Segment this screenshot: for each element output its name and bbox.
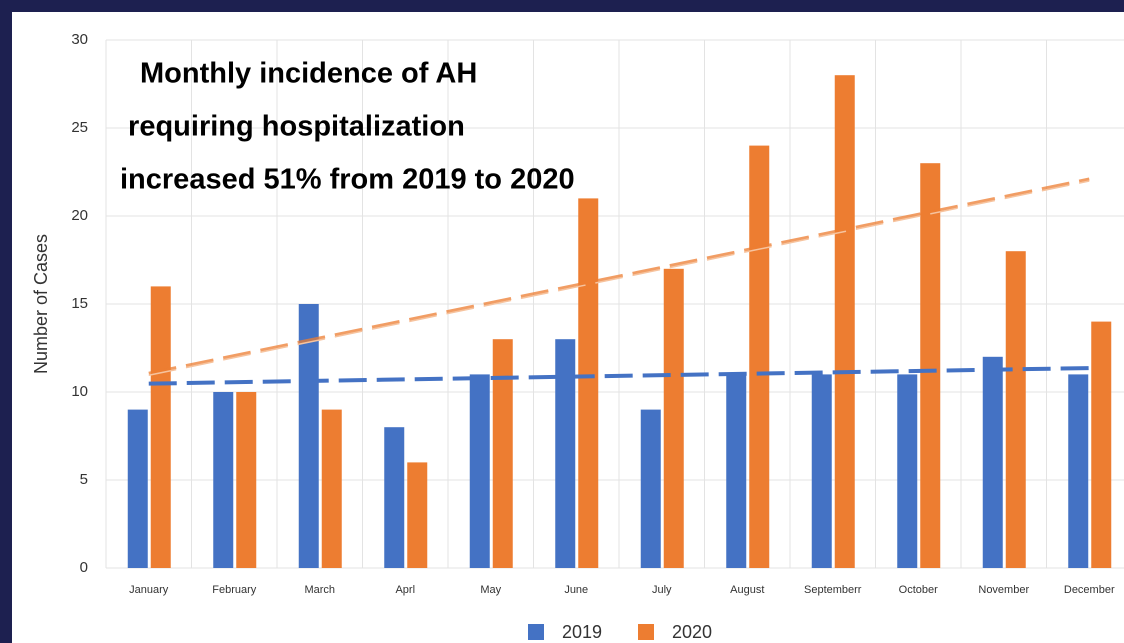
- bar: [555, 339, 576, 568]
- y-tick-label: 30: [71, 31, 88, 48]
- x-tick-label: March: [304, 584, 335, 596]
- y-tick-label: 5: [80, 471, 88, 488]
- bar: [920, 163, 941, 568]
- bar: [834, 75, 855, 568]
- bar: [749, 145, 770, 568]
- bar: [384, 427, 405, 568]
- x-tick-label: November: [978, 584, 1029, 596]
- y-tick-label: 15: [71, 295, 88, 312]
- bar: [298, 304, 319, 568]
- bar: [213, 392, 234, 568]
- chart-title: Monthly incidence of AH: [140, 58, 477, 90]
- x-tick-label: Aprl: [395, 584, 415, 596]
- bar: [321, 409, 342, 568]
- bar: [492, 339, 513, 568]
- y-tick-label: 25: [71, 119, 88, 136]
- x-tick-label: July: [652, 584, 672, 596]
- bar: [640, 409, 661, 568]
- y-tick-label: 0: [80, 559, 88, 576]
- trendline-highlight: [148, 180, 1090, 377]
- bar: [236, 392, 257, 568]
- legend-swatch: [638, 624, 654, 640]
- bar: [407, 462, 428, 568]
- legend-label: 2020: [672, 622, 712, 642]
- bar: [897, 374, 918, 568]
- bar: [1005, 251, 1026, 568]
- bar: [469, 374, 490, 568]
- y-tick-label: 20: [71, 207, 88, 224]
- trendline: [148, 366, 1090, 386]
- chart-title: requiring hospitalization: [120, 111, 465, 143]
- bar: [1068, 374, 1089, 568]
- bar: [663, 268, 684, 568]
- chart-title: increased 51% from 2019 to 2020: [120, 164, 575, 196]
- bar: [726, 374, 747, 568]
- y-tick-label: 10: [71, 383, 88, 400]
- x-tick-label: October: [899, 584, 938, 596]
- legend-swatch: [528, 624, 544, 640]
- bar: [982, 356, 1003, 568]
- x-tick-label: August: [730, 584, 764, 596]
- bar: [578, 198, 599, 568]
- bar: [1091, 321, 1112, 568]
- trendline: [148, 177, 1090, 375]
- x-tick-label: May: [480, 584, 501, 596]
- x-tick-label: June: [564, 584, 588, 596]
- legend-label: 2019: [562, 622, 602, 642]
- bar: [811, 374, 832, 568]
- x-tick-label: February: [212, 584, 257, 596]
- bar: [127, 409, 148, 568]
- x-tick-label: January: [129, 584, 169, 596]
- x-tick-label: December: [1064, 584, 1115, 596]
- bar: [150, 286, 171, 568]
- x-tick-label: Septemberr: [804, 584, 862, 596]
- y-axis-label: Number of Cases: [31, 234, 51, 374]
